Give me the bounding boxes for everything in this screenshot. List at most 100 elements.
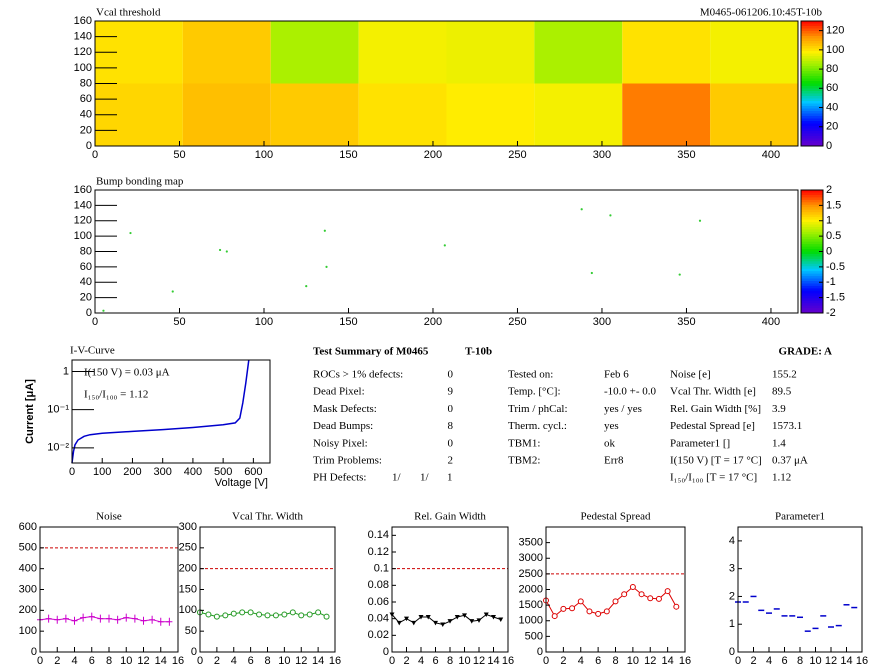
colorbar-cell xyxy=(801,63,823,67)
colorbar-cell xyxy=(801,31,823,34)
colorbar-cell xyxy=(801,271,823,275)
point xyxy=(491,615,496,620)
y-tick-label: 100 xyxy=(179,604,197,616)
point xyxy=(325,265,328,268)
colorbar-cell xyxy=(801,86,823,89)
y-axis-label: Current [μA] xyxy=(24,379,36,444)
x-tick-label: 4 xyxy=(71,655,77,667)
y-tick-label: 0.08 xyxy=(368,579,389,591)
colorbar-cell xyxy=(801,226,823,230)
point xyxy=(664,588,671,595)
summary-value: 0 xyxy=(448,437,454,449)
colorbar-cell xyxy=(801,217,823,221)
colorbar-cell xyxy=(801,111,823,114)
y-tick-label: 100 xyxy=(74,230,92,242)
colorbar-cell xyxy=(801,278,823,282)
colorbar-cell xyxy=(801,207,823,211)
y-tick-label: 400 xyxy=(19,563,37,575)
colorbar-cell xyxy=(801,53,823,57)
y-tick-label: 2500 xyxy=(519,568,543,580)
colorbar-cell xyxy=(801,288,823,292)
colorbar-label: 100 xyxy=(826,44,844,56)
y-tick-label: 250 xyxy=(179,542,197,554)
point xyxy=(560,605,567,612)
y-tick-label: 100 xyxy=(19,625,37,637)
colorbar-cell xyxy=(801,295,823,299)
colorbar-cell xyxy=(801,251,823,255)
x-tick-label: 50 xyxy=(173,316,185,328)
plot-frame xyxy=(199,526,336,653)
colorbar-cell xyxy=(801,253,823,257)
point xyxy=(218,248,222,252)
plot-frame xyxy=(545,526,686,653)
x-tick-label: 14 xyxy=(840,655,852,667)
summary-label: Trim / phCal: xyxy=(508,403,568,415)
point xyxy=(609,214,612,217)
colorbar-cell xyxy=(801,194,823,198)
point xyxy=(678,273,681,276)
x-tick-label: 300 xyxy=(154,466,172,478)
colorbar-cell xyxy=(801,103,823,107)
point xyxy=(323,229,326,232)
point xyxy=(230,610,237,617)
summary-value: 1.12 xyxy=(772,472,791,484)
summary-value: 1.4 xyxy=(772,437,786,449)
x-tick-label: 200 xyxy=(123,466,141,478)
summary-title: Test Summary of M0465 xyxy=(313,346,429,358)
colorbar-cell xyxy=(801,249,823,252)
point xyxy=(698,219,702,222)
colorbar-cell xyxy=(801,285,823,289)
x-tick-label: 0 xyxy=(69,466,75,478)
y-tick-label: 140 xyxy=(74,31,92,43)
point xyxy=(205,611,212,618)
colorbar-cell xyxy=(801,118,823,122)
y-tick-label: 600 xyxy=(19,521,37,533)
x-tick-label: 4 xyxy=(766,655,772,667)
colorbar-cell xyxy=(801,93,823,97)
point xyxy=(469,619,475,624)
x-tick-label: 0 xyxy=(735,655,741,667)
plot-frame xyxy=(71,359,271,464)
colorbar-label: -0.5 xyxy=(826,261,845,273)
x-tick-label: 2 xyxy=(560,655,566,667)
plot-frame xyxy=(737,526,863,653)
summary-label: Dead Bumps: xyxy=(313,420,373,432)
y-tick-label: 0 xyxy=(537,646,543,658)
x-tick-label: 8 xyxy=(612,655,618,667)
summary-label: ROCs > 1% defects: xyxy=(313,369,403,381)
colorbar-cell xyxy=(801,276,823,280)
y-tick-label: 3500 xyxy=(519,537,543,549)
x-tick-label: 150 xyxy=(339,316,357,328)
chart-title: Bump bonding map xyxy=(96,176,184,188)
colorbar-cell xyxy=(801,101,823,104)
colorbar-label: -2 xyxy=(826,307,836,319)
x-tick-label: 100 xyxy=(93,466,111,478)
point xyxy=(655,595,662,602)
x-tick-label: 300 xyxy=(593,149,611,161)
colorbar-label: 0.5 xyxy=(826,230,841,242)
y-tick-label: 80 xyxy=(80,245,92,257)
point xyxy=(443,244,446,247)
heatmap-cell xyxy=(710,21,798,84)
point xyxy=(569,605,576,612)
summary-value: yes xyxy=(604,420,619,432)
point xyxy=(225,250,228,253)
colorbar-frame xyxy=(800,20,824,147)
summary-label: Parameter1 [] xyxy=(670,437,730,449)
x-tick-label: 16 xyxy=(329,655,341,667)
x-tick-label: 12 xyxy=(473,655,485,667)
y-tick-label: 0 xyxy=(31,646,37,658)
heatmap-cell xyxy=(534,83,623,146)
colorbar-label: 2 xyxy=(826,184,832,196)
x-tick-label: 0 xyxy=(92,316,98,328)
x-tick-label: 2 xyxy=(750,655,756,667)
point xyxy=(440,622,446,627)
y-tick-label: 40 xyxy=(80,276,92,288)
colorbar-cell xyxy=(801,143,823,147)
summary-value: -10.0 +- 0.0 xyxy=(604,386,657,398)
summary-value: 3.9 xyxy=(772,403,786,415)
y-tick-label: 300 xyxy=(19,583,37,595)
summary-module: T-10b xyxy=(465,346,492,358)
heatmap-cell xyxy=(446,21,535,84)
heatmap-cell xyxy=(534,21,623,84)
